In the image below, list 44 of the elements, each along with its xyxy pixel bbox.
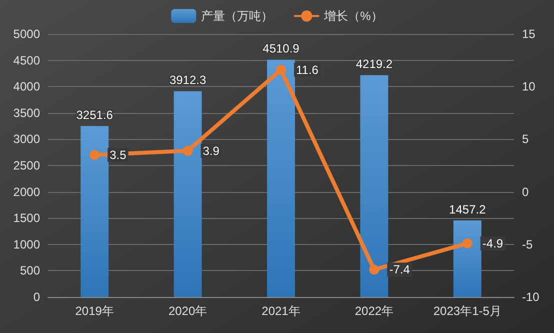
data-label: 1457.2 [449, 202, 486, 216]
y-tick-label: 4000 [13, 80, 40, 94]
data-label: -4.9 [482, 236, 504, 250]
x-tick-label: 2022年 [354, 304, 394, 318]
y-tick-label: 2000 [13, 184, 40, 199]
data-label: 3912.3 [169, 73, 206, 88]
y-tick-label: 500 [20, 264, 40, 278]
y-tick-label: 5000 [13, 27, 40, 41]
y-tick-label: 4500 [13, 53, 40, 68]
legend-label: 增长（%） [323, 9, 383, 23]
y2-tick-label: 15 [522, 27, 536, 41]
data-label: 3.9 [202, 144, 220, 158]
y2-tick-label: 10 [522, 80, 536, 94]
bar [80, 126, 109, 297]
data-label: 4219.2 [356, 57, 393, 72]
y2-tick-label: -10 [522, 290, 540, 304]
y-tick-label: 1000 [13, 237, 40, 252]
y2-tick-label: -5 [522, 237, 533, 252]
x-tick-label: 2020年 [168, 304, 208, 318]
y2-tick-label: 5 [522, 132, 529, 146]
point [462, 238, 472, 248]
y-tick-label: 1500 [13, 211, 40, 226]
point [369, 264, 380, 275]
data-label: -7.4 [389, 262, 410, 277]
y-tick-label: 3000 [13, 132, 40, 146]
legend-label: 产量（万吨） [201, 9, 274, 23]
y2-tick-label: 0 [522, 184, 529, 199]
y-tick-label: 3500 [13, 106, 40, 120]
bar [174, 91, 202, 297]
point [90, 150, 100, 160]
data-label: 3251.6 [76, 108, 114, 122]
x-tick-label: 2019年 [75, 304, 114, 318]
point [182, 146, 193, 156]
bar [453, 220, 482, 297]
data-label: 4510.9 [262, 42, 300, 56]
y-tick-label: 2500 [13, 158, 40, 172]
data-label: 11.6 [296, 62, 319, 77]
x-tick-label: 2023年1-5月 [433, 304, 502, 318]
point [276, 64, 286, 75]
bar [267, 60, 295, 297]
bar [360, 75, 388, 297]
x-tick-label: 2021年 [262, 304, 300, 318]
y-tick-label: 0 [33, 290, 40, 304]
data-label: 3.5 [110, 148, 127, 162]
